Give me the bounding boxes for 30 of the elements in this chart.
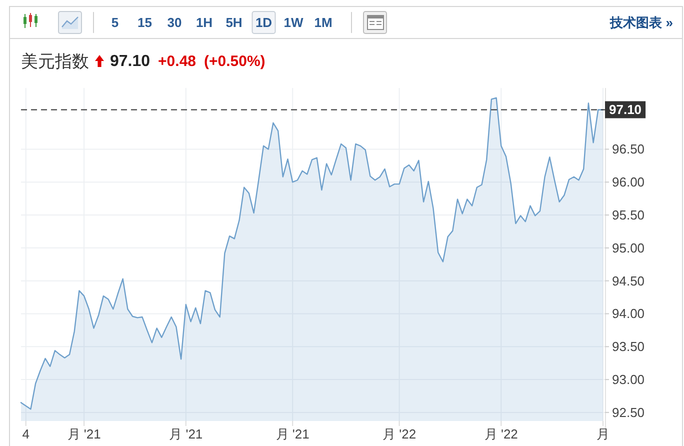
text: 技术图表 » (609, 15, 673, 30)
x-tick-label: 月 '21 (67, 426, 101, 442)
y-tick-label: 92.50 (612, 404, 645, 420)
text: 5 (111, 15, 119, 30)
y-tick-label: 95.00 (612, 240, 645, 256)
text: 15 (138, 15, 152, 30)
x-tick-label: 月 '22 (382, 426, 416, 442)
y-tick-label: 94.00 (612, 306, 645, 322)
y-tick-label: 96.00 (612, 174, 645, 190)
text: 5H (226, 15, 242, 30)
text: 1H (196, 15, 213, 30)
x-tick-label: 4 (22, 426, 30, 442)
text: 1M (314, 15, 332, 30)
y-tick-label: 93.00 (612, 372, 645, 388)
x-tick-label: 月 (596, 426, 610, 442)
text: 1D (255, 15, 272, 30)
x-tick-label: 月 '21 (276, 426, 310, 442)
y-tick-label: 95.50 (612, 208, 645, 223)
y-tick-label: 93.50 (612, 339, 645, 354)
text: 97.10 (110, 53, 150, 70)
text: 30 (167, 15, 182, 30)
y-tick-label: 94.50 (612, 273, 645, 288)
text: 1W (284, 15, 304, 30)
x-tick-label: 月 '22 (484, 426, 518, 442)
x-tick-label: 月 '21 (169, 426, 203, 442)
y-tick-label: 96.50 (612, 142, 645, 157)
text: +0.48 (158, 53, 196, 70)
chart-title: 美元指数 (21, 52, 89, 71)
text: (+0.50%) (204, 53, 266, 70)
ref-line-label: 97.10 (609, 102, 642, 118)
